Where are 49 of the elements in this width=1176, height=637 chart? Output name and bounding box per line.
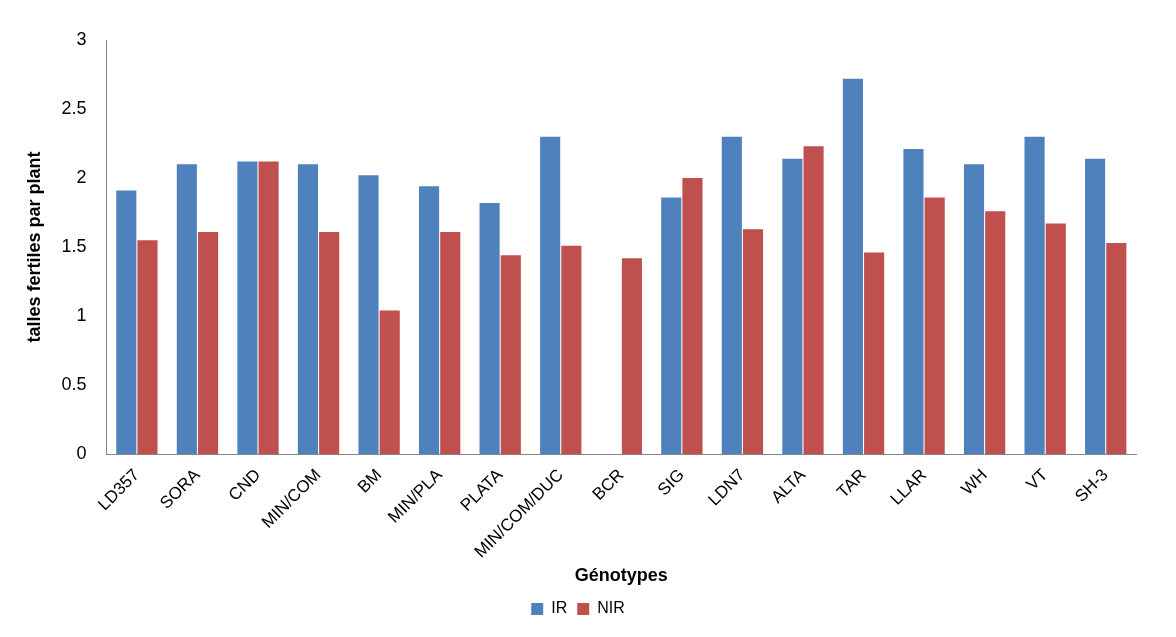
bar [319, 231, 340, 455]
legend-label: NIR [597, 599, 625, 617]
bar [985, 211, 1006, 455]
bar [661, 197, 682, 455]
bar [418, 186, 440, 455]
y-tick-label: 3 [76, 28, 87, 49]
bar [116, 190, 137, 455]
bar [803, 146, 824, 455]
x-axis-title: Génotypes [574, 565, 668, 586]
bar [903, 149, 924, 455]
y-tick-label: 2.5 [61, 98, 87, 118]
y-tick-label: 1 [76, 305, 87, 326]
bar [1024, 136, 1045, 455]
bar [1106, 242, 1127, 455]
bar [137, 240, 158, 455]
bar [358, 175, 379, 455]
bar [479, 202, 500, 455]
x-tick-label: TAR [833, 465, 870, 502]
bar [297, 164, 319, 455]
x-tick-label: BM [353, 465, 386, 497]
x-tick-label: WH [957, 465, 991, 499]
bar [440, 231, 461, 455]
bar [540, 136, 561, 455]
bar [561, 245, 582, 455]
y-axis-title: talles fertiles par plant [23, 151, 44, 343]
y-tick-label: 0 [76, 443, 87, 464]
y-tick-label: 2 [76, 167, 87, 188]
bar [864, 252, 885, 455]
bar [1045, 223, 1066, 455]
bar [621, 258, 642, 455]
bar [379, 310, 400, 455]
bar [197, 231, 219, 455]
x-tick-label: SIG [653, 465, 689, 500]
bar [782, 158, 803, 455]
legend-label: IR [551, 599, 568, 617]
bar [842, 78, 863, 455]
bar [500, 255, 521, 455]
x-tick-label: VT [1022, 465, 1052, 494]
bar [682, 178, 703, 455]
bar [924, 197, 945, 455]
bar [258, 161, 279, 455]
bar [721, 136, 742, 455]
bar [963, 164, 985, 455]
bar [742, 229, 764, 455]
y-tick-label: 1.5 [61, 236, 87, 257]
bar [237, 161, 258, 455]
bar [176, 164, 197, 455]
bar [1085, 158, 1106, 455]
y-tick-label: 0.5 [61, 374, 87, 395]
